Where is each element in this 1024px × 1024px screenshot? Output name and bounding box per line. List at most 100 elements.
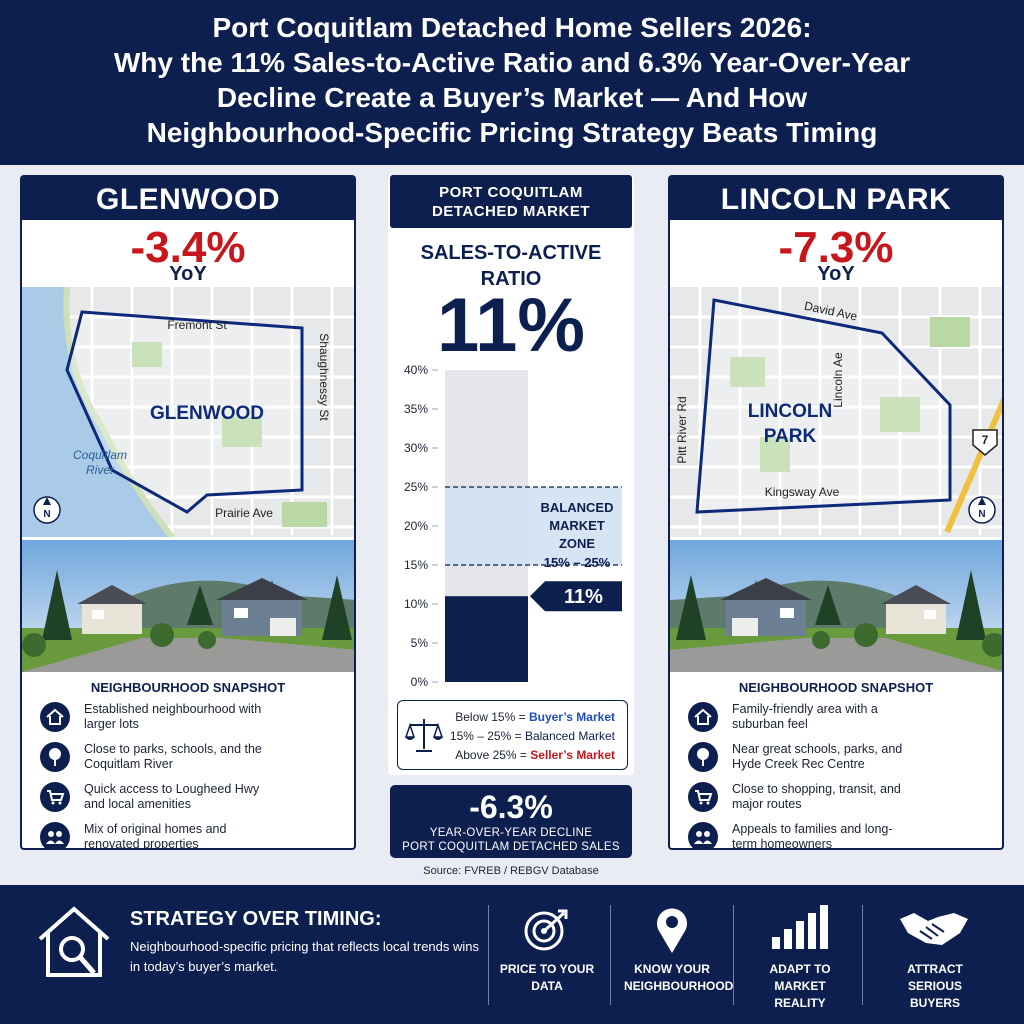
- map: Fremont St Shaughnessy St Prairie Ave Co…: [22, 287, 354, 537]
- snapshot-title: NEIGHBOURHOOD SNAPSHOT: [738, 680, 934, 695]
- yoy-value: -6.3%: [469, 789, 553, 825]
- y-tick-label: 10%: [404, 597, 428, 611]
- snapshot-text: Established neighbourhood with larger lo…: [84, 702, 262, 731]
- street-label: Lincoln Ae: [831, 352, 845, 408]
- legend-entry: Above 25% = Seller’s Market: [455, 748, 615, 762]
- change: -3.4%: [130, 223, 246, 272]
- divider: [610, 905, 611, 1005]
- divider: [862, 905, 863, 1005]
- neighbourhood-card: GLENWOOD -3.4% YoY Fremont St Shaughness…: [20, 175, 356, 850]
- snapshot-item: Close to shopping, transit, and major ro…: [688, 780, 988, 816]
- change: -7.3%: [778, 223, 894, 272]
- footer: STRATEGY OVER TIMING: Neighbourhood-spec…: [0, 885, 1024, 1024]
- card-title: LINCOLN PARK: [670, 177, 1002, 220]
- zone-label: BALANCED MARKET ZONE: [540, 500, 614, 551]
- photo: [22, 540, 354, 672]
- footer-title: STRATEGY OVER TIMING:: [130, 908, 382, 930]
- target-icon: [524, 909, 568, 951]
- snapshot-text: Mix of original homes and renovated prop…: [84, 822, 227, 850]
- zone: [445, 487, 622, 565]
- neighbourhood-card: LINCOLN PARK -7.3% YoY David Ave Lincoln…: [668, 175, 1004, 850]
- metric-value: 11%: [437, 283, 585, 368]
- footer-text: Neighbourhood-specific pricing that refl…: [130, 939, 480, 974]
- yoy-label: PORT COQUITLAM DETACHED SALES: [402, 841, 620, 853]
- legend: Below 15% = Buyer’s Market 15% – 25% = B…: [397, 700, 628, 770]
- highway-label: 7: [982, 433, 989, 447]
- legend-prefix: 15% – 25% =: [449, 729, 522, 743]
- y-tick-label: 35%: [404, 402, 428, 416]
- area-label: GLENWOOD: [150, 403, 264, 424]
- footer-item: PRICE TO YOUR DATA: [499, 962, 595, 993]
- snapshot-item: Near great schools, parks, and Hyde Cree…: [688, 740, 988, 776]
- snapshot-text: Appeals to families and long-term homeow…: [732, 822, 893, 850]
- zone-range: 15% – 25%: [543, 555, 611, 570]
- pin-icon: [657, 908, 687, 953]
- legend-label: Balanced Market: [524, 729, 615, 743]
- yoy-label: YEAR-OVER-YEAR DECLINE: [429, 827, 593, 839]
- river-label: River: [86, 463, 115, 477]
- street-label: Fremont St: [167, 318, 227, 332]
- snapshot-text: Near great schools, parks, and Hyde Cree…: [732, 742, 903, 771]
- divider: [488, 905, 489, 1005]
- handshake-icon: [900, 913, 968, 945]
- change-unit: YoY: [169, 263, 207, 285]
- change-unit: YoY: [817, 263, 855, 285]
- house-icon: [38, 906, 110, 977]
- snapshot-text: Quick access to Lougheed Hwy and local a…: [84, 782, 260, 811]
- snapshot-text: Family-friendly area with a suburban fee…: [732, 702, 878, 731]
- bars-icon: [772, 905, 828, 949]
- snapshot-item: Appeals to families and long-term homeow…: [688, 820, 988, 850]
- snapshot-item: Established neighbourhood with larger lo…: [40, 700, 340, 736]
- snapshot-title: NEIGHBOURHOOD SNAPSHOT: [90, 680, 286, 695]
- street-label: Prairie Ave: [215, 506, 273, 520]
- metric-label: SALES-TO-ACTIVE RATIO: [420, 242, 602, 290]
- source: Source: FVREB / REBGV Database: [423, 865, 599, 877]
- street-label: Pitt River Rd: [675, 396, 689, 463]
- legend-entry: Below 15% = Buyer’s Market: [455, 710, 615, 724]
- river-label: Coquitlam: [73, 448, 127, 462]
- y-tick-label: 30%: [404, 441, 428, 455]
- snapshot-item: Quick access to Lougheed Hwy and local a…: [40, 780, 340, 816]
- title-line: Why the 11% Sales-to-Active Ratio and 6.…: [113, 47, 911, 78]
- compass-label: N: [978, 509, 985, 520]
- title-line: Neighbourhood-Specific Pricing Strategy …: [146, 117, 878, 148]
- title-line: Port Coquitlam Detached Home Sellers 202…: [212, 12, 812, 43]
- y-tick-label: 0%: [411, 675, 429, 689]
- legend-label: Buyer’s Market: [528, 710, 615, 724]
- market-title: PORT COQUITLAM DETACHED MARKET: [431, 183, 591, 220]
- y-tick-label: 15%: [404, 558, 428, 572]
- snapshot-text: Close to shopping, transit, and major ro…: [732, 782, 901, 811]
- compass-label: N: [43, 509, 50, 520]
- y-tick-label: 20%: [404, 519, 428, 533]
- y-tick-label: 25%: [404, 480, 428, 494]
- title-line: Decline Create a Buyer’s Market — And Ho…: [216, 82, 808, 113]
- footer-item: ADAPT TO MARKET REALITY: [769, 962, 831, 1010]
- legend-prefix: Above 25% =: [455, 748, 527, 762]
- y-tick-label: 40%: [404, 363, 428, 377]
- legend-label: Seller’s Market: [530, 748, 615, 762]
- snapshot-item: Close to parks, schools, and the Coquitl…: [40, 740, 340, 776]
- scale-icon: [404, 719, 444, 752]
- bar: [445, 596, 528, 682]
- divider: [733, 905, 734, 1005]
- snapshot-item: Family-friendly area with a suburban fee…: [688, 700, 988, 736]
- value-label: 11%: [564, 586, 603, 608]
- yoy-box: -6.3% YEAR-OVER-YEAR DECLINE PORT COQUIT…: [390, 785, 632, 858]
- footer-item: ATTRACT SERIOUS BUYERS: [907, 962, 963, 1010]
- value-callout: [530, 581, 622, 612]
- market-header: PORT COQUITLAM DETACHED MARKET: [390, 175, 632, 228]
- map: David Ave Lincoln Ae Pitt River Rd Kings…: [670, 287, 1002, 537]
- y-tick-label: 5%: [411, 636, 429, 650]
- header: Port Coquitlam Detached Home Sellers 202…: [0, 0, 1024, 165]
- snapshot-item: Mix of original homes and renovated prop…: [40, 820, 340, 850]
- street-label: Kingsway Ave: [765, 485, 840, 499]
- area-label: PARK: [764, 426, 817, 447]
- photo: [670, 540, 1002, 672]
- ratio-chart: 0% 5% 10% 15% 20% 25% 30% 35% 40% 11%: [404, 363, 622, 689]
- street-label: Shaughnessy St: [317, 333, 331, 421]
- footer-item: KNOW YOUR NEIGHBOURHOOD: [624, 962, 734, 993]
- legend-entry: 15% – 25% = Balanced Market: [450, 729, 615, 743]
- legend-prefix: Below 15% =: [455, 710, 526, 724]
- card-title: GLENWOOD: [22, 177, 354, 220]
